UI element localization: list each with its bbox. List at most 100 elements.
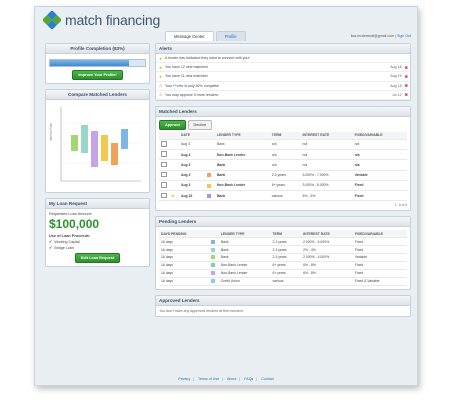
- compare-chart: [60, 107, 141, 182]
- alerts-title: Alerts: [156, 44, 410, 54]
- alert-item: ★ A lender has indicated they want to co…: [156, 54, 410, 64]
- pending-lenders-panel: Pending Lenders DAYS PENDING LENDER TYPE…: [155, 216, 411, 290]
- logo-mark-icon: [42, 10, 62, 30]
- star-icon: ★: [171, 193, 175, 199]
- table-row[interactable]: Aug 3 Bank n/a n/a n/a: [159, 139, 407, 151]
- dismiss-icon[interactable]: ✖: [404, 92, 408, 98]
- row-checkbox[interactable]: [161, 161, 167, 168]
- footer-link-privacy[interactable]: Privacy: [178, 377, 191, 381]
- app-window: match financing Message Center Profile l…: [34, 6, 418, 386]
- decline-button[interactable]: Decline: [187, 119, 213, 130]
- chart-range-bar: [121, 129, 128, 149]
- lender-color-swatch: [210, 255, 215, 260]
- table-header-row: DAYS PENDING LENDER TYPE TERM INTEREST R…: [159, 230, 407, 239]
- lender-color-swatch: [210, 247, 215, 252]
- lender-color-swatch: [206, 193, 211, 198]
- sign-out-link[interactable]: Sign Out: [397, 34, 411, 38]
- alerts-panel: Alerts ★ A lender has indicated they wan…: [155, 43, 411, 101]
- alert-item: ⚠ Your Profile is only 82% complete! Aug…: [156, 82, 410, 91]
- user-separator: |: [395, 34, 397, 38]
- profile-progress-fill: [50, 60, 129, 66]
- profile-progress-bar: [49, 59, 146, 67]
- table-row[interactable]: Aug 3 Non-Bank Lender n/a n/a n/a: [159, 149, 407, 161]
- matched-pager: 1 - 6 of 6: [394, 203, 407, 208]
- star-icon: ★: [158, 64, 163, 70]
- table-row[interactable]: ★ Aug 15 Bank various 5% - 6% Fixed: [159, 190, 407, 202]
- table-row[interactable]: 16 days Non-Bank Lender 6+ years 6% - 8% Fix…: [159, 269, 407, 278]
- approved-lenders-panel: Approved Lenders You don't have any appr…: [155, 294, 411, 317]
- row-checkbox[interactable]: [161, 171, 167, 178]
- compare-ylabel: Interest Rate: [49, 122, 54, 142]
- matched-lenders-title: Matched Lenders: [156, 106, 410, 117]
- table-row[interactable]: Aug 3 Bank n/a n/a n/a: [159, 159, 407, 171]
- matched-lenders-rows: Aug 3 Bank n/a n/a n/a Aug 3 Non-Bank Lender n/…: [159, 139, 407, 202]
- table-row[interactable]: 16 days Credit Union various Fixed & Variab…: [159, 277, 407, 286]
- star-icon: ★: [158, 73, 163, 79]
- alert-item: ★ You have 11 new matches! Aug 15 ✖: [156, 72, 410, 82]
- profile-completion-title: Profile Completion (83%): [46, 44, 149, 54]
- left-column: Profile Completion (83%) Improve Your Pr…: [45, 43, 150, 272]
- tab-message-center[interactable]: Message Center: [165, 31, 214, 41]
- row-checkbox[interactable]: [161, 151, 167, 157]
- lender-color-swatch: [210, 239, 215, 244]
- lender-color-swatch: [206, 183, 211, 188]
- footer-link-faqs[interactable]: FAQs: [244, 377, 254, 381]
- chart-range-bar: [111, 143, 118, 165]
- table-row[interactable]: 16 days Bank 2-3 years 2.000% - 4.000% Varia…: [159, 253, 407, 262]
- loan-request-title: My Loan Request: [46, 199, 149, 209]
- chart-range-bar: [91, 131, 98, 167]
- chart-range-bar: [71, 135, 78, 151]
- row-checkbox[interactable]: [161, 182, 167, 188]
- footer-link-terms[interactable]: Terms of Use: [198, 377, 220, 381]
- lender-color-swatch: [206, 173, 211, 178]
- alert-item: ★ You have 12 new matches! Aug 16 ✖: [156, 63, 410, 73]
- table-header-row: DATE LENDER TYPE TERM INTEREST RATE FIXE…: [159, 131, 407, 140]
- table-row[interactable]: 16 days Non-Bank Lender 6+ years 6% - 8% Fix…: [159, 261, 407, 270]
- requested-amount-value: $100,000: [49, 217, 100, 231]
- edit-loan-request-button[interactable]: Edit Loan Request: [74, 253, 121, 263]
- requested-amount-label: Requested Loan Amount:: [49, 212, 92, 216]
- user-email: lisa.mcdermott@gmail.com: [350, 34, 395, 38]
- chart-range-bar: [101, 135, 108, 161]
- matched-lenders-panel: Matched Lenders Approve Decline DATE LEN…: [155, 105, 411, 212]
- profile-link[interactable]: Profile: [173, 83, 184, 88]
- pending-lenders-table: DAYS PENDING LENDER TYPE TERM INTEREST R…: [159, 230, 407, 286]
- check-icon: ✔: [49, 245, 53, 250]
- tab-bar: Message Center Profile: [165, 31, 248, 41]
- row-checkbox[interactable]: [161, 192, 167, 199]
- chart-range-bar: [81, 125, 88, 153]
- table-row[interactable]: Aug 3 Non-Bank Lender 6+ years 3.000% - 8.0…: [159, 180, 407, 192]
- loan-use-label: Use of Loan Proceeds:: [49, 234, 91, 238]
- logo-text: match financing: [65, 12, 161, 28]
- compare-lenders-title: Compare Matched Lenders: [46, 90, 149, 100]
- table-row[interactable]: 16 days Bank 2-3 years 2.000% - 4.000% Fixed: [159, 237, 407, 247]
- lender-color-swatch: [210, 271, 215, 276]
- alerts-list: ★ A lender has indicated they want to co…: [156, 54, 410, 100]
- loan-use-item: ✔ Bridge Loan: [49, 245, 74, 250]
- pending-lenders-rows: 16 days Bank 2-3 years 2.000% - 4.000% Fixed…: [159, 237, 407, 286]
- loan-request-panel: My Loan Request Requested Loan Amount: $…: [45, 198, 150, 267]
- dismiss-icon[interactable]: ✖: [404, 64, 408, 70]
- lender-color-swatch: [210, 263, 215, 268]
- approve-button[interactable]: Approve: [159, 119, 187, 130]
- lender-color-swatch: [210, 279, 215, 284]
- user-bar: lisa.mcdermott@gmail.com | Sign Out: [351, 34, 411, 38]
- improve-profile-button[interactable]: Improve Your Profile!: [72, 70, 123, 80]
- alert-item: ⚠ You may approve 5 more lenders. Jul 12…: [156, 91, 410, 100]
- loan-use-item: ✔ Working Capital: [49, 239, 80, 244]
- footer-link-about[interactable]: About: [226, 377, 237, 381]
- compare-lenders-panel: Compare Matched Lenders Interest Rate: [45, 89, 150, 193]
- row-checkbox[interactable]: [161, 141, 167, 147]
- tab-profile[interactable]: Profile: [215, 31, 246, 41]
- right-column: Alerts ★ A lender has indicated they wan…: [155, 43, 411, 322]
- profile-completion-panel: Profile Completion (83%) Improve Your Pr…: [45, 43, 150, 84]
- table-row[interactable]: Aug 3 Bank 2-3 years 3.000% - 7.000% Variabl…: [159, 170, 407, 181]
- dismiss-icon[interactable]: ✖: [404, 73, 408, 79]
- footer-links: Privacy | Terms of Use | About | FAQs | Cont…: [178, 377, 274, 381]
- pending-lenders-title: Pending Lenders: [156, 217, 410, 228]
- approved-empty-message: You don't have any approved lenders at t…: [159, 308, 244, 313]
- logo[interactable]: match financing: [42, 10, 161, 30]
- dismiss-icon[interactable]: ✖: [404, 83, 408, 89]
- footer-link-contact[interactable]: Contact: [261, 377, 274, 381]
- table-row[interactable]: 16 days Bank 2-3 years 2% - 4% Fixed: [159, 245, 407, 254]
